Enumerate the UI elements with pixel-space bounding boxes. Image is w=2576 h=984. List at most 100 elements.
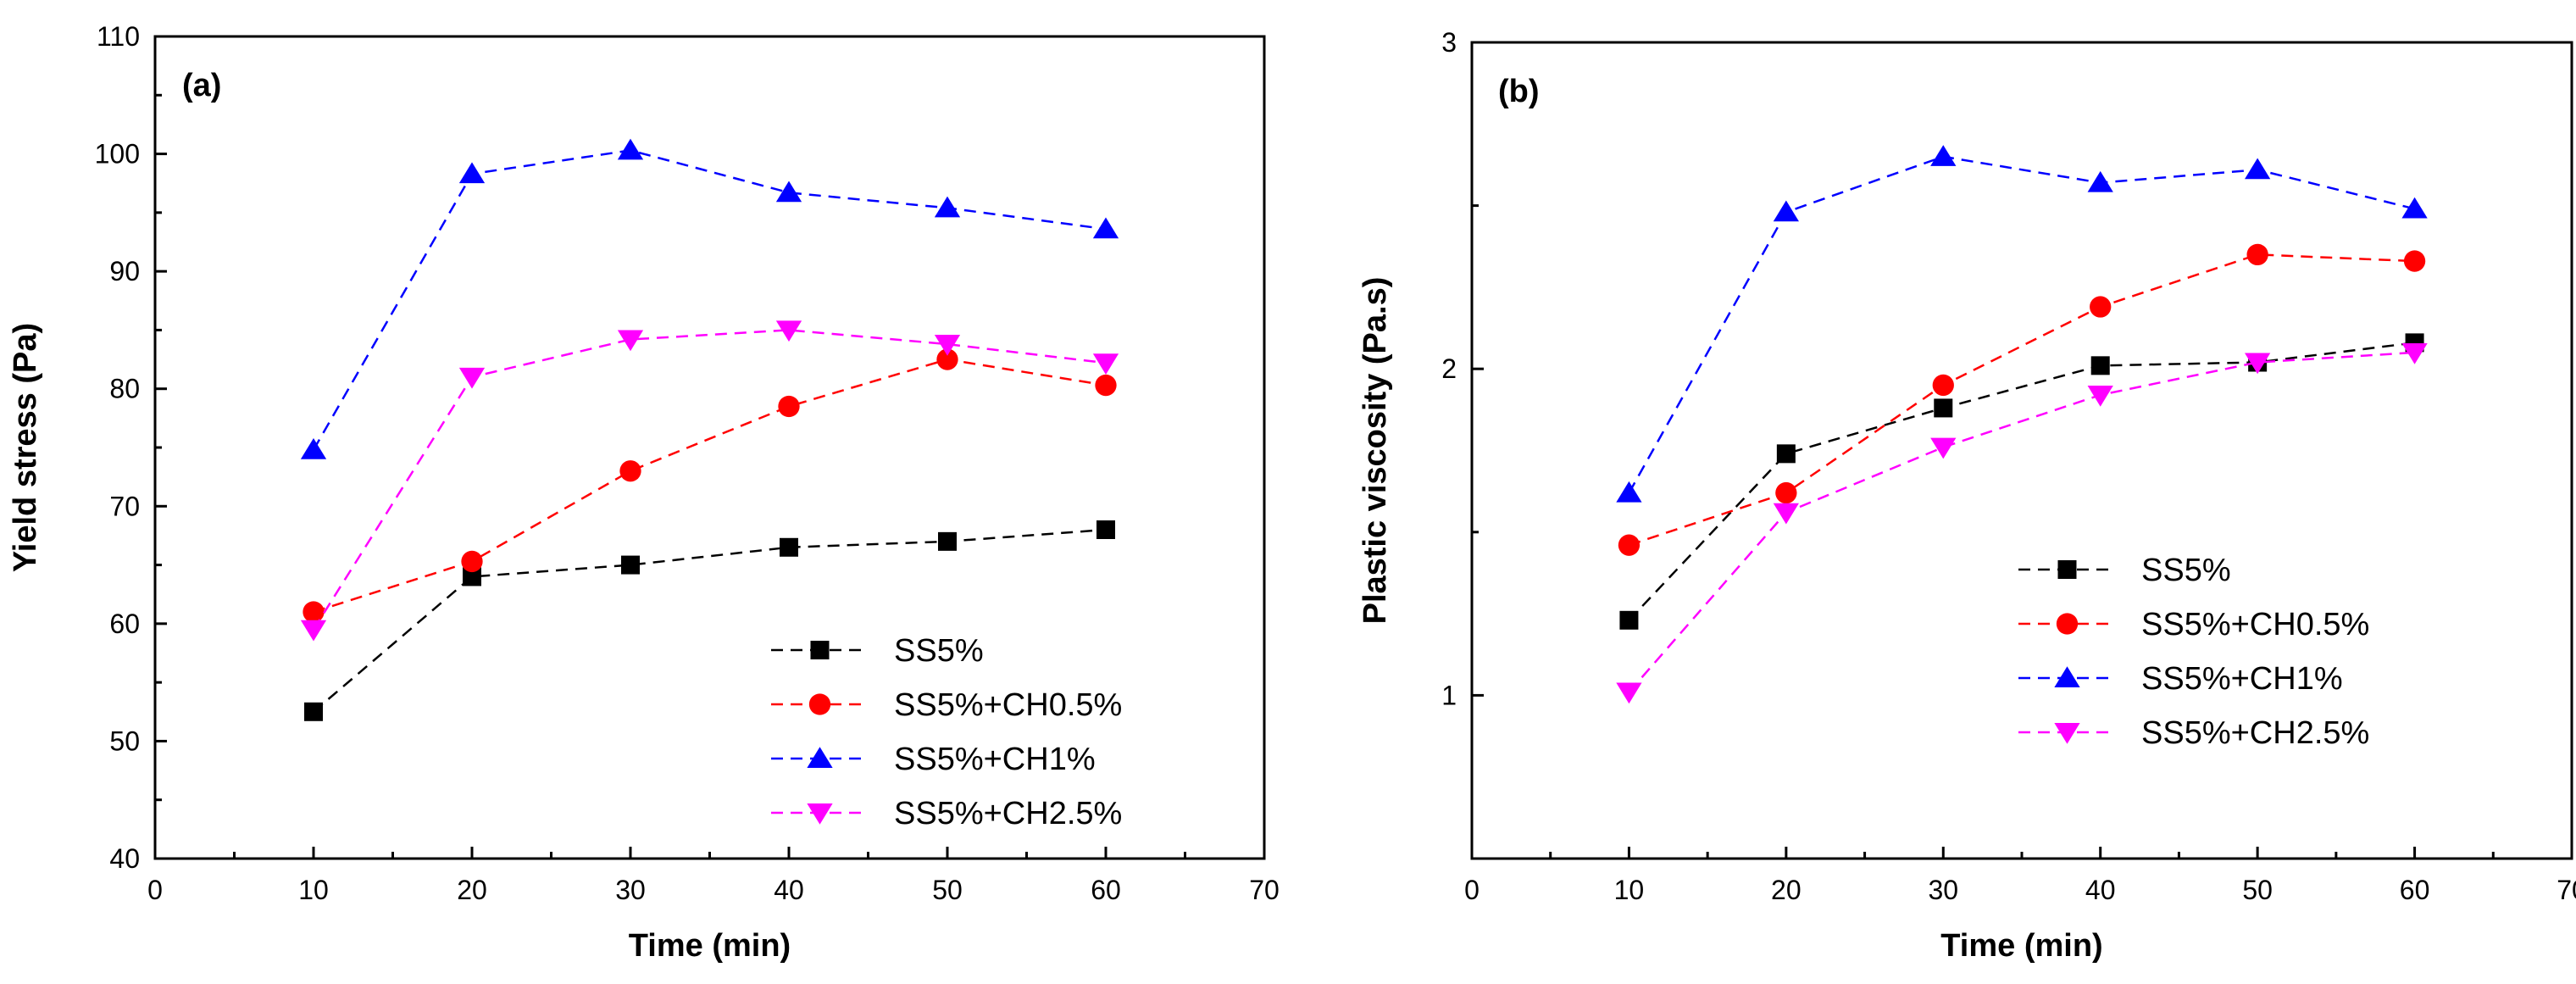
legend-label: SS5%+CH1% [2141, 661, 2343, 697]
y-axis-label: Plastic viscosity (Pa.s) [1357, 277, 1393, 625]
data-point [1932, 374, 1954, 397]
data-point [780, 537, 798, 557]
y-tick-label: 3 [1441, 27, 1457, 58]
series-4 [1616, 342, 2428, 704]
chart-panel-2: 0 10 20 30 40 50 60 70 1 2 3 Time (min) Plastic visc… [1357, 27, 2576, 964]
x-tick-label: 20 [457, 875, 487, 905]
data-point [2090, 356, 2110, 375]
y-tick-label: 100 [95, 139, 140, 170]
data-point [1619, 610, 1639, 630]
x-tick-label: 50 [2242, 875, 2273, 905]
legend: SS5% SS5%+CH0.5% SS5%+CH1% SS5%+CH2.5% [771, 633, 1122, 831]
y-tick-label: 80 [109, 374, 140, 404]
data-point [934, 196, 961, 218]
legend-marker [2057, 560, 2077, 579]
data-point [458, 162, 486, 184]
x-tick-label: 10 [1614, 875, 1645, 905]
legend-label: SS5%+CH1% [894, 742, 1096, 777]
legend-marker [807, 747, 833, 768]
legend-label: SS5%+CH2.5% [894, 796, 1122, 831]
x-tick-label: 40 [2085, 875, 2116, 905]
y-tick-label: 2 [1441, 353, 1457, 384]
data-point [621, 555, 640, 575]
data-point [775, 320, 802, 342]
y-tick-label: 40 [109, 843, 140, 874]
y-axis-label: Yield stress (Pa) [8, 323, 43, 572]
x-tick-label: 50 [932, 875, 963, 905]
data-point [304, 702, 323, 721]
legend-marker [2054, 666, 2080, 687]
y-tick-label: 90 [109, 256, 140, 286]
data-point [2401, 197, 2428, 219]
data-point [2090, 296, 2112, 318]
series-line [313, 528, 1107, 713]
data-point [619, 460, 641, 482]
data-point [2403, 250, 2426, 272]
y-tick-label: 50 [109, 725, 140, 756]
data-point [617, 330, 644, 352]
data-point [1092, 353, 1119, 375]
y-tick-label: 1 [1441, 680, 1457, 710]
data-point [1930, 145, 1957, 166]
legend-label: SS5%+CH0.5% [2141, 607, 2369, 642]
series-3 [1616, 145, 2428, 503]
x-tick-label: 70 [2557, 875, 2576, 905]
data-point [2087, 386, 2113, 407]
plot-frame [153, 35, 1266, 860]
data-point [1616, 481, 1642, 503]
data-point [2246, 243, 2268, 266]
series-line [1628, 342, 2415, 621]
y-tick-label: 70 [109, 491, 140, 521]
data-point [1773, 503, 1799, 525]
data-point [458, 367, 486, 389]
data-point [1096, 520, 1115, 539]
data-point [936, 348, 958, 370]
y-tick-label: 110 [97, 21, 140, 52]
series-3 [300, 138, 1119, 459]
legend: SS5% SS5%+CH0.5% SS5%+CH1% SS5%+CH2.5% [2018, 553, 2369, 751]
series-line [313, 358, 1107, 614]
data-point [303, 601, 325, 623]
legend-marker [2054, 723, 2080, 744]
x-tick-label: 30 [615, 875, 646, 905]
x-tick-label: 60 [2400, 875, 2430, 905]
data-point [1775, 481, 1797, 504]
data-point [2245, 353, 2271, 375]
data-point [775, 181, 802, 203]
series-1 [1619, 333, 2424, 630]
series-line [312, 149, 1107, 451]
data-point [778, 395, 800, 418]
panel-label: (a) [182, 68, 221, 103]
series-2 [303, 348, 1117, 623]
x-tick-label: 20 [1771, 875, 1802, 905]
x-axis-label: Time (min) [629, 928, 791, 964]
x-tick-label: 30 [1928, 875, 1958, 905]
x-tick-label: 70 [1249, 875, 1280, 905]
data-point [2245, 158, 2271, 180]
series-1 [304, 520, 1115, 721]
legend-marker [2056, 613, 2079, 635]
legend-label: SS5%+CH2.5% [2141, 715, 2369, 751]
series-line [1629, 253, 2415, 547]
legend-marker [808, 693, 831, 715]
legend-marker [810, 641, 830, 659]
legend-label: SS5% [2141, 553, 2231, 588]
x-axis-label: Time (min) [1940, 928, 2102, 964]
x-tick-label: 0 [147, 875, 163, 905]
legend-marker [807, 803, 833, 825]
data-point [938, 531, 957, 551]
series-4 [300, 320, 1119, 642]
data-point [461, 550, 483, 573]
data-point [1930, 437, 1957, 459]
x-tick-label: 10 [298, 875, 329, 905]
chart-panel-1: 0 10 20 30 40 50 60 70 40 50 60 70 80 90 100 110 Time (m… [8, 21, 1280, 964]
plot-frame [1470, 41, 2573, 860]
data-point [1616, 682, 1642, 704]
legend-label: SS5% [894, 633, 984, 669]
series-line [312, 329, 1107, 631]
data-point [1092, 217, 1119, 239]
data-point [1773, 200, 1799, 222]
x-tick-label: 0 [1464, 875, 1480, 905]
